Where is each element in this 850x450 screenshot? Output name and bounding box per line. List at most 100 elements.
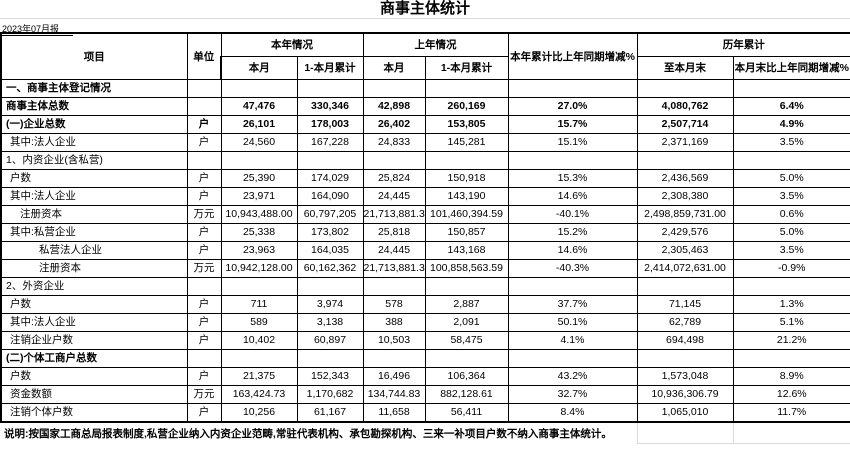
row-value-cell — [362, 348, 426, 368]
row-value-cell: 2,507,714 — [636, 114, 734, 134]
row-value-cell: 589 — [220, 312, 298, 332]
row-value-cell: 2,371,169 — [636, 132, 734, 152]
row-value-cell: 47,476 — [220, 96, 298, 116]
table-row: 注销个体户数户 10,256 61,167 11,658 56,411 8.4% 1,065… — [0, 402, 850, 423]
row-value-cell: 43.2% — [507, 366, 638, 386]
row-value-cell — [296, 348, 364, 368]
row-value-cell — [296, 150, 364, 170]
row-value-cell: 26,101 — [220, 114, 298, 134]
table-header: 项目 单位 本年情况 上年情况 本年累计比上年同期增减% 历年累计 本月 1-本… — [0, 32, 850, 80]
row-value-cell: -40.1% — [507, 204, 638, 224]
row-value-cell: 2,091 — [424, 312, 509, 332]
row-value-cell: 388 — [362, 312, 426, 332]
table-row: 商事主体总数 47,476 330,346 42,898 260,169 27.0% 4,0… — [0, 96, 850, 116]
row-value-cell: 16,496 — [362, 366, 426, 386]
table-note: 说明:按国家工商总局报表制度,私营企业纳入内资企业范畴,常驻代表机构、承包勘探机… — [4, 427, 612, 440]
row-value-cell: 174,029 — [296, 168, 364, 188]
row-item-cell: 注销个体户数 — [0, 402, 188, 423]
row-value-cell — [507, 150, 638, 170]
row-value-cell: 153,805 — [424, 114, 509, 134]
row-value-cell: 71,145 — [636, 294, 734, 314]
row-unit-cell: 户 — [186, 186, 222, 206]
stats-table: 项目 单位 本年情况 上年情况 本年累计比上年同期增减% 历年累计 本月 1-本… — [0, 32, 850, 444]
col-header-cum-ty: 1-本月累计 — [296, 55, 364, 80]
col-header-to-month-end: 至本月末 — [636, 55, 734, 80]
row-value-cell — [424, 78, 509, 98]
row-value-cell: 21,713,881.3 — [362, 204, 426, 224]
row-value-cell: 3.5% — [732, 186, 850, 206]
table-row: 私营法人企业户 23,963 164,035 24,445 143,168 14.6% 2,… — [0, 240, 850, 260]
row-value-cell — [362, 276, 426, 296]
row-value-cell — [636, 78, 734, 98]
row-value-cell: 152,343 — [296, 366, 364, 386]
row-item-cell: 2、外资企业 — [0, 276, 188, 296]
row-value-cell — [220, 78, 298, 98]
row-value-cell: 8.4% — [507, 402, 638, 423]
row-value-cell: 10,942,128.00 — [220, 258, 298, 278]
row-value-cell: 145,281 — [424, 132, 509, 152]
header-row-1: 项目 单位 本年情况 上年情况 本年累计比上年同期增减% 历年累计 — [0, 32, 850, 80]
row-value-cell: 60,797,205 — [296, 204, 364, 224]
note-row: 说明:按国家工商总局报表制度,私营企业纳入内资企业范畴,常驻代表机构、承包勘探机… — [1, 421, 850, 444]
row-value-cell: 15.3% — [507, 168, 638, 188]
row-value-cell: 10,936,306.79 — [636, 384, 734, 404]
row-unit-cell — [186, 150, 222, 170]
row-value-cell: 4,080,762 — [636, 96, 734, 116]
row-value-cell — [732, 348, 850, 368]
row-unit-cell: 户 — [186, 114, 222, 134]
row-value-cell: 60,162,362 — [296, 258, 364, 278]
row-value-cell — [636, 150, 734, 170]
row-item-cell: 注销企业户数 — [0, 330, 188, 350]
row-unit-cell: 户 — [186, 168, 222, 188]
row-value-cell: 578 — [362, 294, 426, 314]
row-value-cell — [296, 78, 364, 98]
row-value-cell: 10,256 — [220, 402, 298, 423]
row-value-cell — [220, 348, 298, 368]
row-unit-cell: 万元 — [186, 258, 222, 278]
row-value-cell: 882,128.61 — [424, 384, 509, 404]
row-value-cell: 14.6% — [507, 240, 638, 260]
row-item-cell: 其中:法人企业 — [0, 132, 188, 152]
row-item-cell: 其中:私营企业 — [0, 222, 188, 242]
note-spacer-cell — [636, 421, 733, 444]
col-header-month-end-yoy: 本月末比上年同期增减% — [732, 55, 850, 80]
row-value-cell: 25,818 — [362, 222, 426, 242]
row-value-cell: 1,065,010 — [636, 402, 734, 423]
row-value-cell: 2,305,463 — [636, 240, 734, 260]
row-value-cell: 42,898 — [362, 96, 426, 116]
table-footer: 说明:按国家工商总局报表制度,私营企业纳入内资企业范畴,常驻代表机构、承包勘探机… — [1, 421, 850, 444]
row-value-cell: 10,943,488.00 — [220, 204, 298, 224]
row-value-cell: 2,887 — [424, 294, 509, 314]
row-item-cell: 资金数额 — [0, 384, 188, 404]
row-value-cell: 5.0% — [732, 222, 850, 242]
row-value-cell: 134,744.83 — [362, 384, 426, 404]
row-value-cell — [732, 78, 850, 98]
table-row: 户数户 21,375 152,343 16,496 106,364 43.2% 1,573,… — [0, 366, 850, 386]
row-value-cell: 143,190 — [424, 186, 509, 206]
row-value-cell: 24,560 — [220, 132, 298, 152]
row-value-cell: 164,035 — [296, 240, 364, 260]
row-value-cell: 260,169 — [424, 96, 509, 116]
row-value-cell — [636, 348, 734, 368]
page-title: 商事主体统计 — [0, 0, 850, 19]
table-row: 户数户 711 3,974 578 2,887 37.7% 71,145 1.3% — [0, 294, 850, 314]
row-value-cell: 173,802 — [296, 222, 364, 242]
row-unit-cell — [186, 348, 222, 368]
row-value-cell: 330,346 — [296, 96, 364, 116]
row-value-cell — [424, 276, 509, 296]
row-value-cell: 711 — [220, 294, 298, 314]
row-unit-cell: 户 — [186, 294, 222, 314]
row-unit-cell: 户 — [186, 222, 222, 242]
row-value-cell: 2,308,380 — [636, 186, 734, 206]
row-value-cell: 10,402 — [220, 330, 298, 350]
row-value-cell — [362, 150, 426, 170]
row-value-cell: 100,858,563.59 — [424, 258, 509, 278]
table-row: 一、商事主体登记情况 — [0, 78, 850, 98]
row-value-cell: 5.1% — [732, 312, 850, 332]
table-row: 注册资本 万元 10,942,128.00 60,162,362 21,713,881.… — [0, 258, 850, 278]
row-item-cell: 户数 — [0, 294, 188, 314]
row-value-cell: 3,974 — [296, 294, 364, 314]
row-value-cell — [362, 78, 426, 98]
row-value-cell: 0.6% — [732, 204, 850, 224]
